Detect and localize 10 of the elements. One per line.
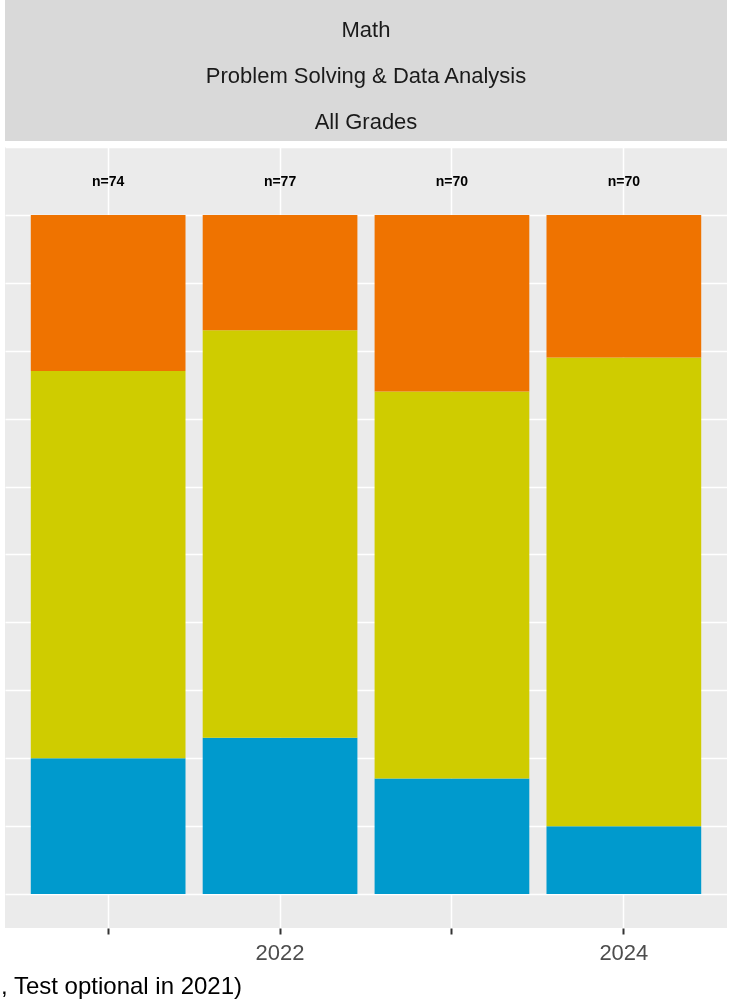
chart-subtitle: Problem Solving & Data Analysis <box>204 62 528 90</box>
chart-title: Math <box>340 16 392 44</box>
text: , Test optional in 2021) <box>1 972 243 1000</box>
text: All Grades <box>313 108 419 136</box>
text: n=70 <box>607 172 641 189</box>
x-tick-label: 2024 <box>599 939 649 965</box>
text: n=74 <box>91 172 125 189</box>
text: n=70 <box>435 172 469 189</box>
text: n=77 <box>263 172 297 189</box>
x-tick-label: 2022 <box>255 939 305 965</box>
